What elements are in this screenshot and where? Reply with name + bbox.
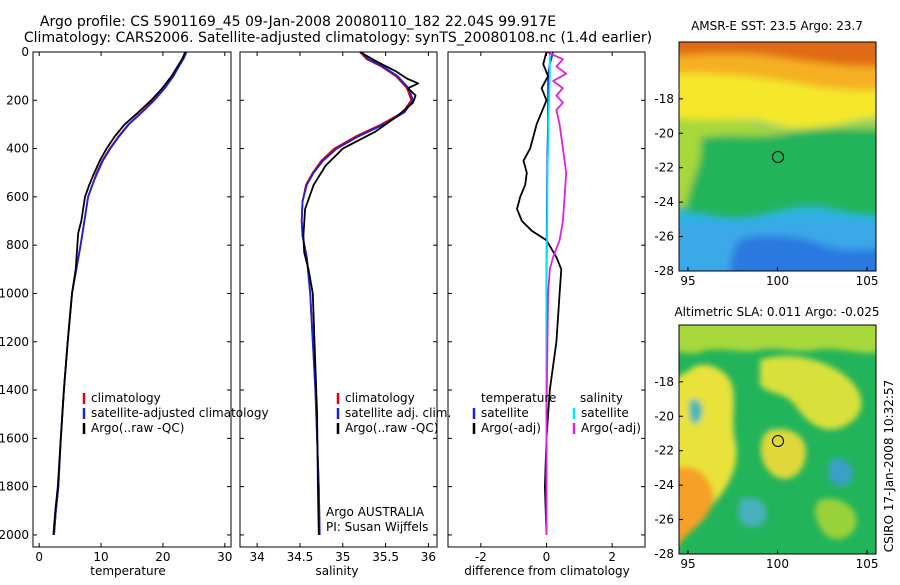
salinity-xtick-label: 36	[421, 550, 436, 564]
salinity-series-argo-raw-qc-	[302, 51, 420, 535]
temperature-legend-label: climatology	[91, 391, 161, 405]
sla-upper-ridge	[760, 356, 862, 430]
difference-series-temperature-argo-adj-	[516, 51, 563, 535]
temperature-xtick-label: 0	[35, 550, 43, 564]
sla-argo-position-marker	[772, 435, 784, 447]
depth-tick-label: 1000	[0, 286, 29, 300]
difference-axes-frame	[447, 51, 646, 548]
difference-series-salinity-argo-adj-	[545, 51, 568, 535]
sst-hot-band	[679, 42, 876, 67]
difference-panel: -2 0 2 difference from climatology tempera…	[447, 51, 646, 578]
side-timestamp: CSIRO 17-Jan-2008 10:32:57	[882, 380, 896, 552]
sla_map-xtick-label: 100	[766, 557, 789, 571]
sla_map-ytick-label: -24	[654, 478, 674, 492]
sst_map-ytick-label: -18	[654, 92, 674, 106]
difference-xlabel: difference from climatology	[464, 564, 630, 578]
sst_map-xtick-label: 100	[766, 274, 789, 288]
temperature-series-climatology	[53, 51, 187, 535]
diff-legend-temperature-label: Argo(-adj)	[481, 421, 541, 435]
temperature-xtick-label: 20	[155, 550, 170, 564]
temperature-xlabel: temperature	[90, 564, 165, 578]
difference-xtick-label: -2	[475, 550, 487, 564]
depth-tick-label: 1800	[0, 480, 29, 494]
difference-xtick-label: 0	[543, 550, 551, 564]
pi-annotation: PI: Susan Wijffels	[326, 520, 428, 534]
sla-low-1	[688, 399, 703, 424]
sst_map-ytick-label: -24	[654, 195, 674, 209]
diff-legend-temperature-label: satellite	[481, 406, 529, 420]
sla-lower-ridge	[815, 498, 857, 540]
temperature-xtick-label: 30	[217, 550, 232, 564]
salinity-legend-label: Argo(..raw -QC)	[345, 421, 438, 435]
title-line1: Argo profile: CS 5901169_45 09-Jan-2008 …	[40, 14, 556, 30]
temperature-legend-label: Argo(..raw -QC)	[91, 421, 184, 435]
sla-top-band	[679, 325, 876, 354]
sla_map-ytick-label: -20	[654, 409, 674, 423]
salinity-axes-frame	[239, 51, 438, 548]
depth-tick-label: 0	[21, 45, 29, 59]
sst_map-ytick-label: -20	[654, 126, 674, 140]
sla-left-high	[679, 466, 714, 545]
temperature-panel: 0 10 20 30 0 200 400 600 800 1000 1200 1400 1600 1800…	[0, 45, 269, 578]
salinity-xtick-label: 35	[335, 550, 350, 564]
sla-low-2	[828, 458, 853, 487]
sst-field	[679, 42, 876, 271]
diff-legend-salinity-header: salinity	[580, 391, 623, 405]
sla_map-ytick-label: -22	[654, 444, 674, 458]
depth-tick-label: 1400	[0, 383, 29, 397]
temperature-xtick-label: 10	[93, 550, 108, 564]
depth-tick-label: 1200	[0, 335, 29, 349]
sst_map-ytick-label: -26	[654, 230, 674, 244]
temperature-series-argo-raw-qc-	[52, 51, 187, 535]
title-line2: Climatology: CARS2006. Satellite-adjuste…	[24, 30, 652, 46]
salinity-xlabel: salinity	[315, 564, 358, 578]
diff-legend-salinity-label: satellite	[581, 406, 629, 420]
depth-tick-label: 600	[6, 190, 29, 204]
sla-map: 95 100 105 -18 -20 -22 -24 -26 -28	[654, 324, 879, 571]
sst_map-ytick-label: -28	[654, 264, 674, 278]
sst_map-xtick-label: 95	[680, 274, 695, 288]
sst-green-zone	[685, 127, 876, 218]
sla_map-xtick-label: 95	[680, 557, 695, 571]
depth-tick-label: 800	[6, 238, 29, 252]
sla_map-xtick-label: 105	[856, 557, 879, 571]
sst-map: 95 100 105 -18 -20 -22 -24 -26 -28	[654, 41, 879, 288]
depth-tick-label: 1600	[0, 431, 29, 445]
difference-xtick-label: 2	[608, 550, 616, 564]
sst-map-title: AMSR-E SST: 23.5 Argo: 23.7	[691, 19, 863, 33]
sst_map-xtick-label: 105	[856, 274, 879, 288]
sla_map-ytick-label: -26	[654, 513, 674, 527]
salinity-xtick-label: 34	[249, 550, 264, 564]
temperature-series-satellite-adjusted-climatology	[53, 51, 188, 535]
depth-tick-label: 200	[6, 93, 29, 107]
temperature-axes-frame	[32, 51, 232, 548]
salinity-series-satellite-adj-clim-	[300, 51, 414, 535]
diff-legend-salinity-label: Argo(-adj)	[581, 421, 641, 435]
salinity-legend-label: satellite adj. clim.	[345, 406, 451, 420]
temperature-legend-label: satellite-adjusted climatology	[91, 406, 269, 420]
sla_map-ytick-label: -18	[654, 375, 674, 389]
depth-tick-label: 400	[6, 142, 29, 156]
sst-cold-patch	[730, 235, 876, 271]
sla_map-ytick-label: -28	[654, 547, 674, 561]
sst_map-ytick-label: -22	[654, 161, 674, 175]
salinity-xtick-label: 35.5	[372, 550, 399, 564]
salinity-panel: 34 34.5 35 35.5 36 salinity climatologysatel…	[239, 51, 451, 578]
diff-legend-temperature-header: temperature	[481, 391, 556, 405]
argo-australia-annotation: Argo AUSTRALIA	[326, 505, 425, 519]
depth-tick-label: 2000	[0, 528, 29, 542]
sla-map-title: Altimetric SLA: 0.011 Argo: -0.025	[674, 305, 879, 319]
sst-argo-position-marker	[772, 151, 784, 163]
salinity-xtick-label: 34.5	[287, 550, 314, 564]
difference-legend: temperature salinitysatelliteArgo(-adj)sa…	[472, 391, 641, 435]
salinity-legend-label: climatology	[345, 391, 415, 405]
sla-low-3	[738, 498, 767, 527]
